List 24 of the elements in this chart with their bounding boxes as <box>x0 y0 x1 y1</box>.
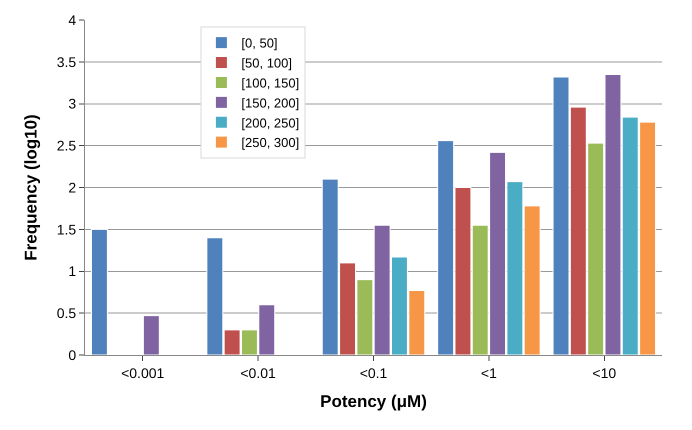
y-tick-label: 3 <box>68 96 76 112</box>
y-tick-label: 4 <box>68 12 76 28</box>
x-tick-label: <0.001 <box>121 364 165 381</box>
bar <box>90 228 108 355</box>
y-tick-label: 3.5 <box>56 54 76 70</box>
legend-label: [0, 50] <box>241 36 278 51</box>
legend-label: [50, 100] <box>241 56 292 71</box>
legend-label: [250, 300] <box>241 135 300 150</box>
x-axis-title: Potency (μM) <box>320 392 427 412</box>
legend-label: [200, 250] <box>241 115 300 130</box>
x-tick-label: <0.01 <box>240 364 276 381</box>
legend-label: [100, 150] <box>241 76 300 91</box>
y-tick-label: 1.5 <box>56 221 76 238</box>
x-tick-label: <0.1 <box>360 364 388 381</box>
y-tick-label: 1 <box>68 263 76 280</box>
x-tick-label: <10 <box>592 364 616 381</box>
y-tick-label: 0 <box>68 346 76 363</box>
y-axis-title: Frequency (log10) <box>21 114 40 261</box>
y-tick-label: 0.5 <box>56 305 76 322</box>
x-tick-label: <1 <box>480 364 498 381</box>
legend-label: [150, 200] <box>241 95 300 110</box>
bar <box>142 315 160 355</box>
y-tick-label: 2.5 <box>56 138 76 154</box>
y-tick-label: 2 <box>68 179 76 196</box>
